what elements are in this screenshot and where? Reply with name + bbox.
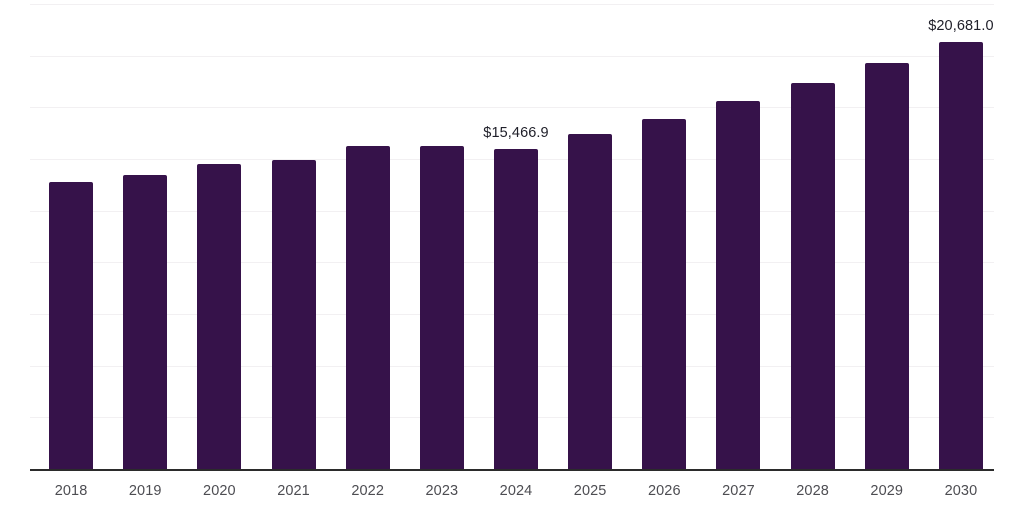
bar-2030[interactable] [939, 42, 983, 469]
bar-2022[interactable] [346, 146, 390, 469]
bar-2018[interactable] [49, 182, 93, 469]
x-tick-label-2028: 2028 [796, 483, 829, 499]
x-axis-line [30, 469, 994, 471]
gridline [30, 56, 994, 57]
x-tick-label-2021: 2021 [277, 483, 310, 499]
bar-2024[interactable] [494, 149, 538, 469]
x-tick-label-2018: 2018 [54, 483, 88, 499]
x-tick-label-2024: 2024 [499, 483, 533, 499]
value-label-2024: $15,466.9 [483, 125, 549, 141]
x-tick-label-2025: 2025 [573, 483, 607, 499]
value-label-2030: $20,681.0 [928, 18, 994, 34]
x-tick-label-2030: 2030 [944, 483, 978, 499]
x-tick-label-2019: 2019 [128, 483, 162, 499]
x-tick-label-2029: 2029 [870, 483, 904, 499]
bar-2028[interactable] [791, 83, 835, 469]
x-tick-label-2022: 2022 [351, 483, 385, 499]
gridline [30, 4, 994, 5]
gridline [30, 107, 994, 108]
bar-2019[interactable] [123, 175, 167, 469]
bar-2029[interactable] [865, 63, 909, 469]
x-tick-label-2027: 2027 [722, 483, 755, 499]
bar-2020[interactable] [197, 164, 241, 469]
bar-2027[interactable] [716, 101, 760, 469]
bar-2023[interactable] [420, 146, 464, 469]
bar-2026[interactable] [642, 119, 686, 469]
x-tick-label-2020: 2020 [203, 483, 236, 499]
bar-2025[interactable] [568, 134, 612, 469]
x-tick-label-2026: 2026 [647, 483, 681, 499]
x-tick-label-2023: 2023 [425, 483, 459, 499]
bar-2021[interactable] [272, 160, 316, 469]
